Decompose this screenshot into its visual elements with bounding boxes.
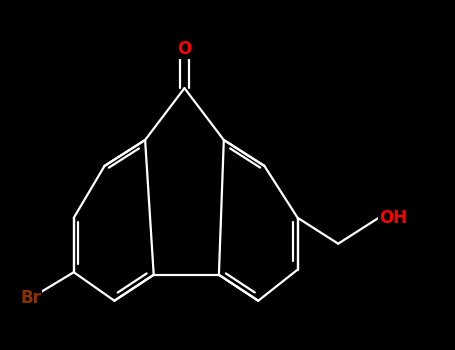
Text: O: O <box>177 40 192 58</box>
Text: OH: OH <box>379 209 407 227</box>
Text: Br: Br <box>20 289 41 307</box>
